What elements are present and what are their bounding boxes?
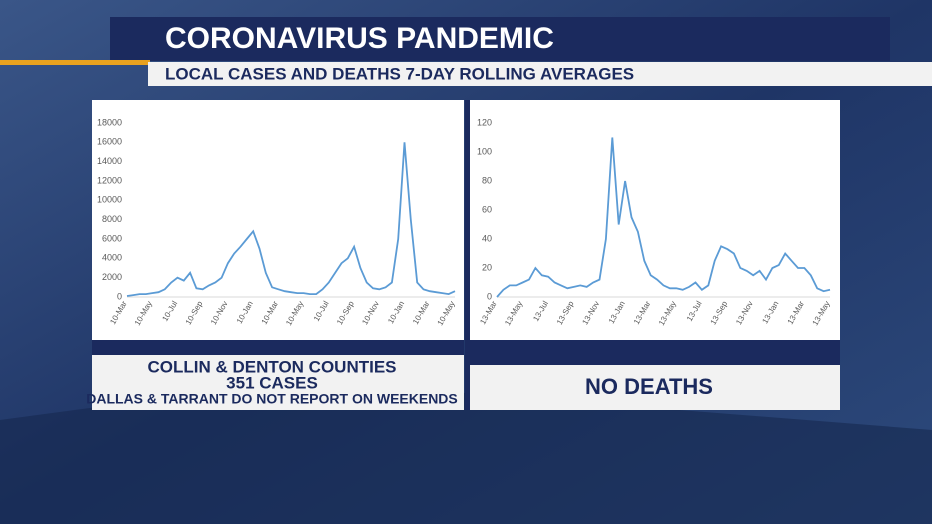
subtitle: LOCAL CASES AND DEATHS 7-DAY ROLLING AVE…: [165, 64, 634, 83]
y-tick-label: 60: [482, 204, 492, 214]
y-tick-label: 14000: [97, 156, 122, 166]
y-tick-label: 6000: [102, 233, 122, 243]
caption-bar: [470, 340, 840, 365]
subtitle-bar: [148, 62, 932, 86]
y-tick-label: 20: [482, 262, 492, 272]
y-tick-label: 2000: [102, 272, 122, 282]
title: CORONAVIRUS PANDEMIC: [165, 22, 554, 55]
chart-panel: [470, 100, 840, 344]
y-tick-label: 12000: [97, 175, 122, 185]
y-tick-label: 18000: [97, 117, 122, 127]
divider: [465, 100, 470, 410]
y-tick-label: 16000: [97, 137, 122, 147]
y-tick-label: 0: [487, 291, 492, 301]
y-tick-label: 8000: [102, 214, 122, 224]
y-tick-label: 100: [477, 146, 492, 156]
y-tick-label: 80: [482, 175, 492, 185]
caption-line: NO DEATHS: [585, 374, 713, 399]
caption-line: 351 CASES: [226, 373, 318, 392]
y-tick-label: 40: [482, 233, 492, 243]
y-tick-label: 0: [117, 291, 122, 301]
background-shape: [0, 380, 932, 524]
y-tick-label: 120: [477, 117, 492, 127]
caption-line: COLLIN & DENTON COUNTIES: [147, 357, 396, 376]
caption-line: DALLAS & TARRANT DO NOT REPORT ON WEEKEN…: [86, 391, 458, 407]
data-line: [126, 142, 456, 297]
title-bar: [110, 17, 890, 61]
chart-panel: [92, 100, 464, 344]
accent-stripe: [0, 60, 150, 65]
data-line: [496, 137, 831, 298]
caption-box: [470, 365, 840, 410]
y-tick-label: 4000: [102, 253, 122, 263]
caption-box: [92, 355, 464, 410]
caption-bar: [92, 340, 464, 355]
y-tick-label: 10000: [97, 195, 122, 205]
